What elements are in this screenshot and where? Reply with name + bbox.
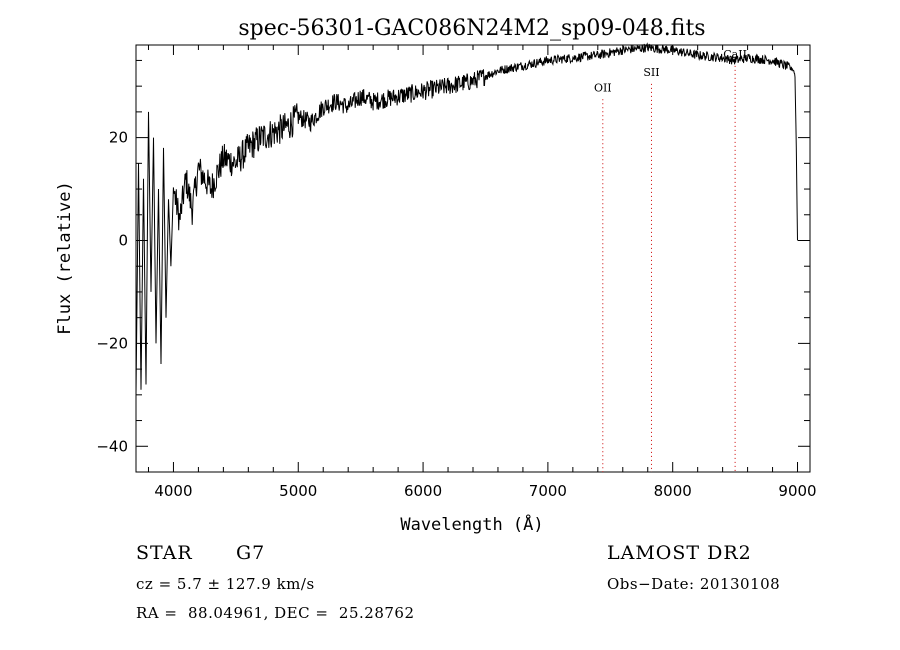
axis-ticks: 4000 5000 6000 7000 8000 9000 −40 −20 0 20 (96, 45, 817, 500)
line-marker-label: SII (643, 66, 659, 79)
y-tick-label: 20 (109, 129, 128, 147)
y-tick-label: 0 (118, 231, 128, 249)
x-tick-label: 9000 (778, 482, 816, 500)
line-marker-label: OII (594, 81, 612, 94)
plot-frame (135, 44, 811, 473)
redshift-text: cz = 5.7 ± 127.9 km/s (136, 575, 315, 593)
x-tick-label: 5000 (279, 482, 317, 500)
object-subclass: G7 (236, 542, 266, 564)
chart-title: spec-56301-GAC086N24M2_sp09-048.fits (238, 16, 705, 41)
coordinates: RA = 88.04961, DEC = 25.28762 (136, 604, 415, 622)
x-axis-label: Wavelength (Å) (400, 513, 543, 535)
spectrum-line (135, 42, 798, 395)
x-tick-label: 7000 (529, 482, 567, 500)
obs-date: Obs−Date: 20130108 (607, 575, 781, 593)
x-tick-label: 8000 (654, 482, 692, 500)
object-class: STAR (136, 542, 193, 564)
survey-name: LAMOST DR2 (607, 542, 752, 564)
x-tick-label: 4000 (154, 482, 192, 500)
x-tick-label: 6000 (404, 482, 442, 500)
y-tick-label: −20 (96, 334, 128, 352)
y-tick-label: −40 (96, 437, 128, 455)
y-axis-label: Flux (relative) (55, 181, 75, 335)
